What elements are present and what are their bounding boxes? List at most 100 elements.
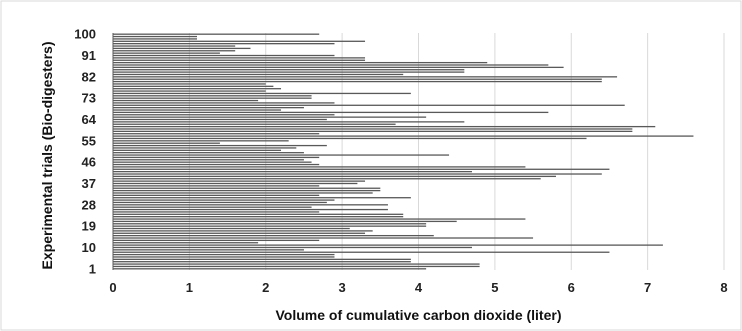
bar	[113, 253, 335, 256]
bar	[113, 234, 434, 237]
bar	[113, 242, 259, 244]
bar	[113, 178, 541, 180]
x-axis-title: Volume of cumulative carbon dioxide (lit…	[275, 307, 561, 323]
y-tick-label: 28	[82, 197, 96, 212]
bar	[113, 223, 427, 225]
bar	[113, 40, 366, 42]
bar	[113, 64, 549, 66]
bar	[113, 182, 358, 185]
bar	[113, 268, 427, 270]
bar	[113, 230, 373, 232]
bar	[113, 249, 304, 251]
bar	[113, 123, 396, 125]
bar	[113, 50, 236, 52]
bar	[113, 140, 289, 142]
bar	[113, 149, 282, 151]
bar	[113, 161, 312, 163]
bar	[113, 83, 266, 85]
bar	[113, 99, 259, 102]
bar	[113, 204, 388, 206]
bar	[113, 137, 587, 140]
bar	[113, 121, 465, 123]
bar	[113, 197, 411, 199]
bar	[113, 152, 304, 154]
bar	[113, 163, 320, 166]
bar	[113, 170, 472, 173]
bar	[113, 251, 610, 253]
bar	[113, 211, 320, 213]
x-tick-label: 2	[262, 280, 269, 295]
y-tick-label: 64	[82, 112, 97, 127]
bar	[113, 71, 465, 73]
bar	[113, 109, 282, 111]
bar	[113, 185, 320, 187]
x-tick-label: 5	[491, 280, 498, 295]
y-tick-label: 19	[82, 219, 96, 234]
bar	[113, 116, 427, 118]
x-tick-label: 7	[644, 280, 651, 295]
bar	[113, 246, 472, 249]
y-tick-label: 46	[82, 155, 96, 170]
x-tick-labels: 0 1 2 3 4 5 6 7 8	[109, 280, 727, 295]
y-tick-labels: 1 10 19 28 37 46 55 64 73 82 91 100	[74, 27, 96, 277]
bar	[113, 227, 350, 230]
y-tick-label: 55	[82, 133, 96, 148]
x-tick-label: 6	[568, 280, 575, 295]
bar	[113, 175, 556, 178]
bar	[113, 133, 320, 135]
bar	[113, 154, 450, 156]
bar	[113, 45, 236, 47]
x-tick-label: 4	[415, 280, 423, 295]
bar	[113, 206, 312, 208]
bar	[113, 92, 411, 95]
bar	[113, 258, 411, 260]
bar	[113, 256, 335, 258]
bar	[113, 187, 381, 189]
bar	[113, 130, 633, 133]
bar	[113, 147, 297, 149]
x-tick-label: 1	[186, 280, 193, 295]
bar	[113, 208, 388, 211]
x-tick-label: 8	[720, 280, 727, 295]
bar	[113, 90, 266, 92]
bar	[113, 156, 320, 159]
bar	[113, 125, 656, 128]
bar	[113, 73, 404, 76]
bar	[113, 199, 335, 201]
bar	[113, 88, 282, 90]
bar	[113, 66, 564, 69]
bars	[113, 33, 694, 270]
y-tick-label: 91	[82, 48, 96, 63]
y-tick-label: 73	[82, 91, 96, 106]
bar	[113, 80, 602, 83]
bar	[113, 38, 198, 40]
bar	[113, 192, 373, 194]
bar	[113, 78, 602, 80]
y-axis-title: Experimental trials (Bio-digesters)	[39, 42, 55, 270]
bar	[113, 144, 327, 147]
bar	[113, 166, 526, 168]
bar	[113, 237, 534, 239]
bar	[113, 43, 335, 45]
bar	[113, 135, 694, 137]
bar	[113, 69, 465, 71]
bar	[113, 168, 610, 170]
bar	[113, 47, 251, 50]
bar	[113, 59, 366, 61]
bar	[113, 95, 312, 97]
bar	[113, 225, 427, 227]
bar	[113, 159, 304, 161]
bar	[113, 216, 404, 218]
bar	[113, 114, 335, 116]
x-tick-label: 0	[109, 280, 116, 295]
bar	[113, 33, 320, 35]
bar	[113, 104, 625, 106]
bar	[113, 57, 366, 59]
y-tick-label: 10	[82, 240, 96, 255]
bar	[113, 232, 366, 234]
bar	[113, 111, 549, 114]
bar	[113, 85, 274, 87]
bar	[113, 35, 198, 38]
bar	[113, 180, 366, 182]
